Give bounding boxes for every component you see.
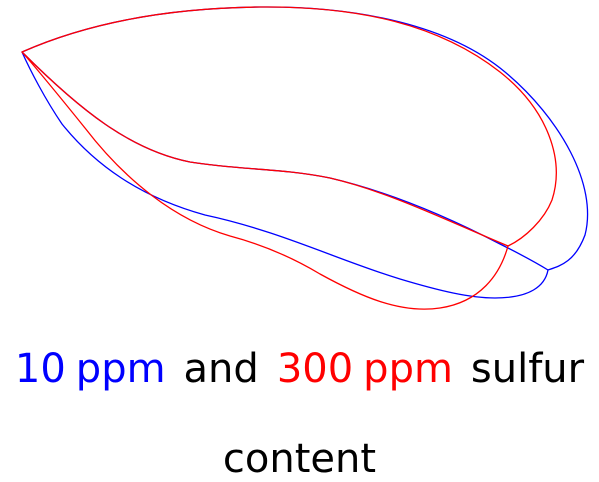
curve-300ppm-inner — [21, 51, 509, 247]
caption-unit-b: ppm — [363, 346, 453, 392]
curve-300ppm — [21, 6, 557, 310]
caption-line-2: content — [0, 436, 599, 482]
caption-value-b: 300 — [276, 346, 354, 392]
caption-value-a: 10 — [14, 346, 66, 392]
caption-unit-a: ppm — [75, 346, 166, 392]
caption-line-1: 10 ppm and 300 ppm sulfur — [0, 346, 599, 392]
caption-connector: and — [183, 346, 259, 392]
caption-content-word: content — [222, 436, 377, 482]
caption-tail: sulfur — [470, 346, 585, 392]
curve-10ppm — [21, 6, 589, 299]
